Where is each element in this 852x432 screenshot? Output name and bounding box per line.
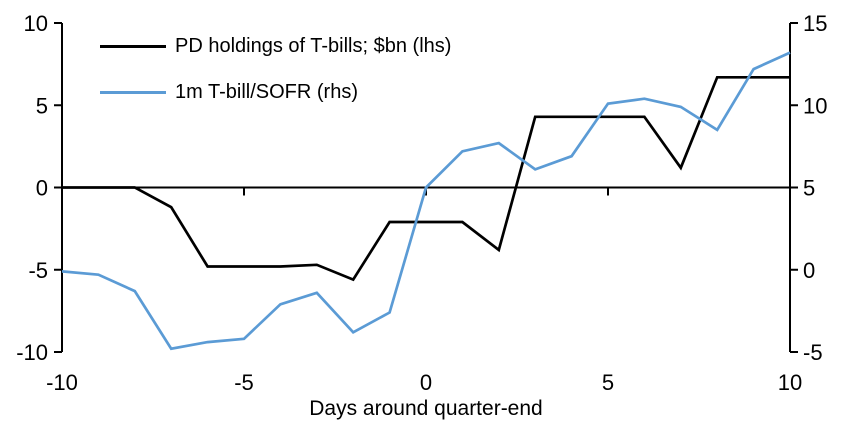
tick-labels: 10 5 0 -5 -10 15 10 5 0 -5 -10 -5 0 5 10: [16, 11, 827, 395]
series-lines: [61, 51, 791, 351]
x-tick-label: 5: [602, 370, 614, 395]
y-right-tick-label: 0: [803, 258, 815, 283]
x-tick-label: -10: [46, 370, 78, 395]
y-left-tick-label: 10: [24, 11, 48, 36]
legend-item-tbill-sofr: 1m T-bill/SOFR (rhs): [100, 78, 451, 107]
legend: PD holdings of T-bills; $bn (lhs) 1m T-b…: [100, 32, 451, 107]
y-left-tick-label: -10: [16, 340, 48, 365]
x-tick-label: 10: [778, 370, 802, 395]
y-left-tick-label: -5: [28, 258, 48, 283]
series-line-1: [61, 51, 791, 351]
x-tick-label: -5: [234, 370, 254, 395]
legend-line-swatch-black: [100, 45, 166, 48]
legend-item-pd-holdings: PD holdings of T-bills; $bn (lhs): [100, 32, 451, 61]
x-axis-title: Days around quarter-end: [309, 397, 543, 420]
legend-label: 1m T-bill/SOFR (rhs): [175, 81, 358, 103]
series-line-0: [62, 75, 790, 282]
legend-line-swatch-blue: [100, 91, 166, 94]
x-tick-label: 0: [420, 370, 432, 395]
y-left-tick-label: 0: [36, 176, 48, 201]
legend-label: PD holdings of T-bills; $bn (lhs): [175, 35, 452, 57]
y-right-tick-label: 15: [803, 11, 827, 36]
y-right-tick-label: 10: [803, 93, 827, 118]
y-right-tick-label: -5: [803, 340, 823, 365]
y-right-tick-label: 5: [803, 176, 815, 201]
y-left-tick-label: 5: [36, 93, 48, 118]
